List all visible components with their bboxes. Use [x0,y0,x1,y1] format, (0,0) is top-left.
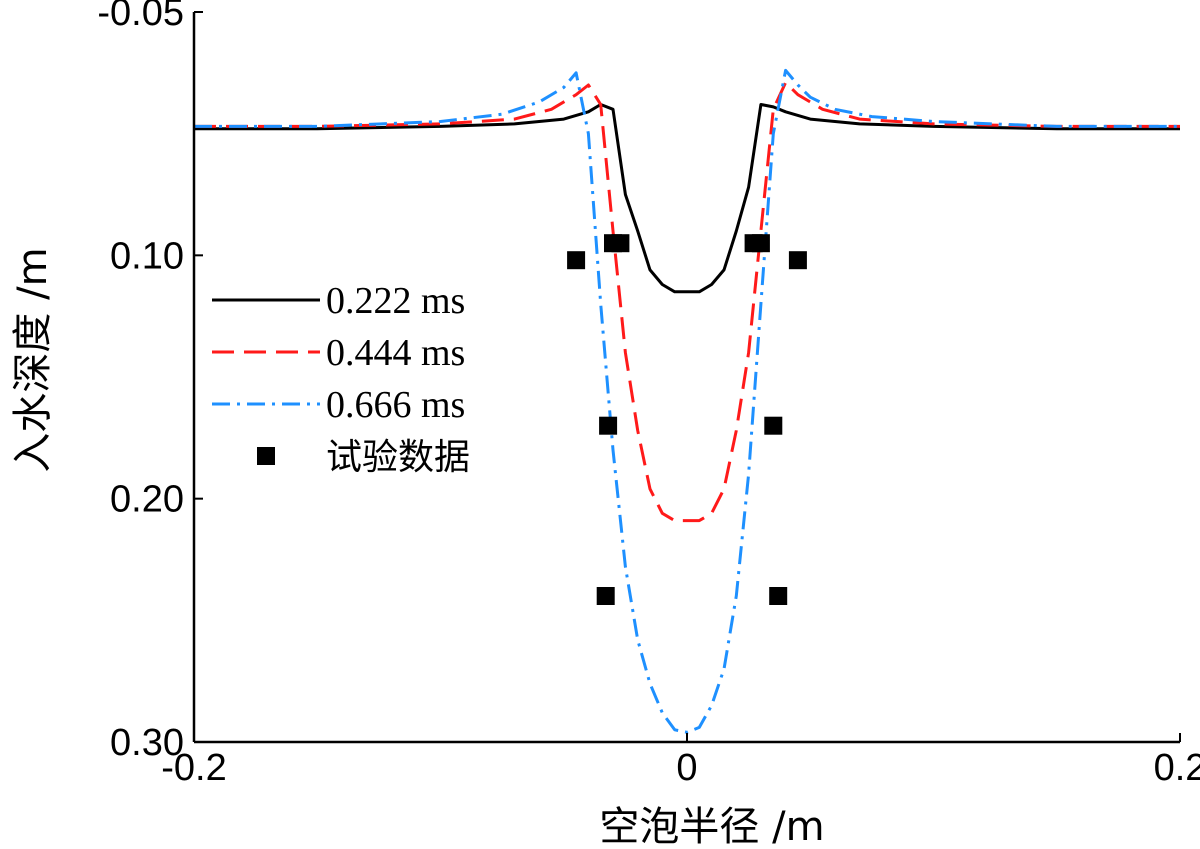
y-tick-label: 0.20 [110,479,184,521]
data-point-6 [788,251,807,270]
x-tick-label: -0.2 [161,747,226,789]
data-point-4 [744,234,763,253]
ticks: -0.05 0.10 0.20 0.30-0.2 0 0.2 [97,0,1200,789]
plot-area [194,68,1180,734]
x-tick-label: 0.2 [1154,747,1200,789]
series-line-1 [194,103,1180,294]
legend-label-4: 试验数据 [326,437,470,478]
data-point-7 [599,416,618,435]
x-axis-title: 空泡半径 /m [599,804,824,849]
series-line-3 [194,68,1180,734]
y-tick-label: -0.05 [97,0,184,34]
y-axis-title: 入水深度 /m [10,247,56,472]
legend-label-1: 0.222 ms [326,280,465,322]
data-point-2 [611,234,630,253]
y-tick-label: 0.30 [110,722,184,764]
legend-label-2: 0.444 ms [326,332,465,374]
data-point-5 [567,251,586,270]
legend-swatch-4 [257,447,275,465]
data-point-8 [764,416,783,435]
y-tick-label: 0.10 [110,235,184,277]
x-tick-label: 0 [676,747,697,789]
series-line-2 [194,81,1180,523]
legend: 0.222 ms 0.444 ms 0.666 ms 试验数据 [212,280,470,478]
axes [192,12,1180,744]
data-point-9 [596,587,615,605]
data-point-10 [769,587,788,605]
legend-label-3: 0.666 ms [326,384,465,426]
